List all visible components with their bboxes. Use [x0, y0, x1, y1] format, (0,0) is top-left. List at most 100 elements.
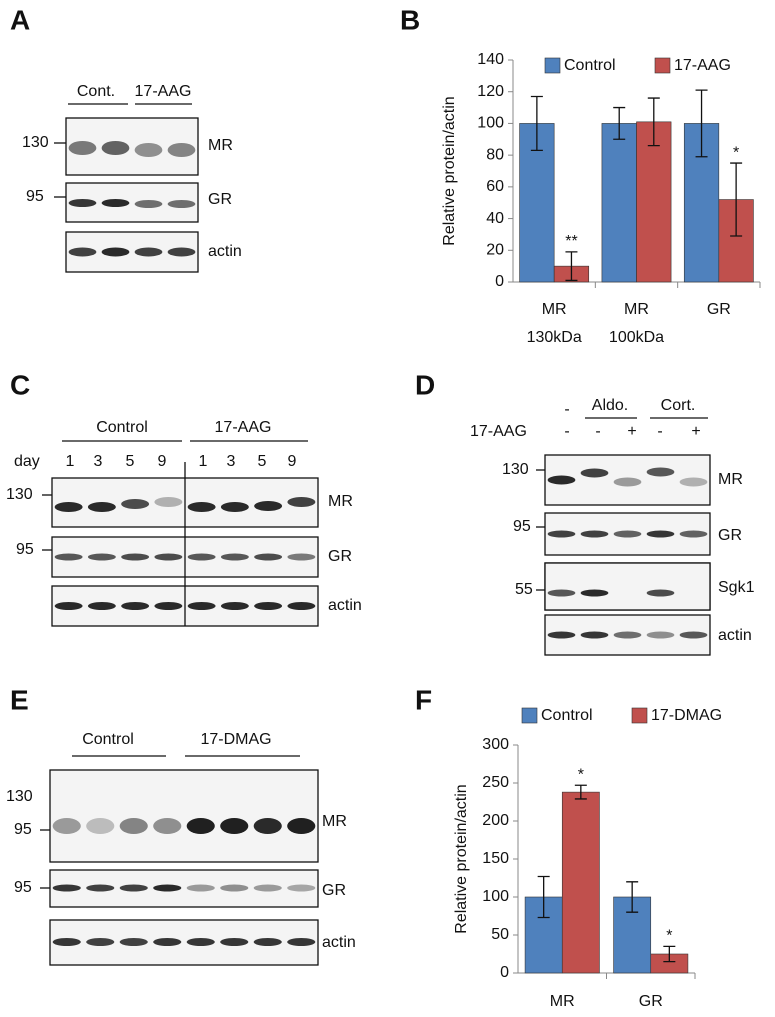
y-tick-label: 20 [486, 242, 504, 259]
blot-band [153, 938, 182, 946]
legend-label: 17-DMAG [651, 707, 722, 724]
blot-band [679, 530, 708, 538]
blot-band [119, 938, 148, 946]
x-tick-label: GR [639, 993, 663, 1010]
row-label: actin [718, 627, 752, 644]
blot-band [153, 884, 182, 892]
bar [601, 123, 637, 283]
blot-band [646, 631, 675, 639]
legend-swatch [521, 707, 538, 724]
blot-band [186, 938, 215, 946]
blot-band [121, 553, 150, 561]
blot-band [287, 553, 316, 561]
blot-band [580, 530, 609, 538]
y-tick-label: 100 [482, 888, 509, 905]
blot-band [254, 501, 283, 511]
error-bar [695, 89, 708, 158]
bar [561, 791, 600, 974]
panel-letter: F [415, 684, 432, 715]
row-label: MR [208, 137, 233, 154]
legend-label: Control [541, 707, 593, 724]
blot-band [220, 502, 249, 512]
blot-band [187, 502, 216, 512]
blot-band [154, 553, 183, 561]
blot-band [134, 200, 163, 208]
day-number: 1 [66, 453, 75, 470]
group-label: 17-AAG [135, 83, 192, 100]
group-label: Aldo. [592, 397, 628, 414]
y-tick-label: 120 [477, 83, 504, 100]
y-tick-label: 140 [477, 51, 504, 68]
y-tick-label: 60 [486, 178, 504, 195]
blot-band [679, 477, 708, 487]
size-marker: 130 [6, 486, 33, 503]
blot-band [54, 602, 83, 610]
blot-band [287, 497, 316, 507]
size-marker: 130 [22, 134, 49, 151]
sign: - [564, 401, 569, 418]
blot-band [580, 589, 609, 597]
blot-band [101, 247, 130, 257]
y-tick-label: 300 [482, 736, 509, 753]
blot-band [167, 143, 196, 157]
blot-band [153, 818, 182, 834]
blot-band [613, 477, 642, 487]
row-label: MR [322, 813, 347, 830]
day-number: 5 [258, 453, 267, 470]
error-bar [530, 95, 543, 152]
blot-band [68, 247, 97, 257]
blot-band [86, 938, 115, 946]
day-number: 3 [227, 453, 236, 470]
blot-band [646, 589, 675, 597]
y-tick-label: 250 [482, 774, 509, 791]
blot-band [254, 602, 283, 610]
blot-band [87, 502, 116, 512]
error-bar [626, 881, 639, 913]
group-label: Cort. [661, 397, 696, 414]
blot-band [86, 884, 115, 892]
blot-band [580, 468, 609, 478]
x-tick-label: GR [707, 301, 731, 318]
day-number: 9 [288, 453, 297, 470]
sign: - [564, 423, 569, 440]
error-bar [537, 875, 550, 919]
group-label: 17-DMAG [200, 731, 271, 748]
blot-band [167, 247, 196, 257]
size-marker: 95 [14, 879, 32, 896]
blot-band [119, 884, 148, 892]
panel-letter: B [400, 4, 420, 35]
row-label: GR [208, 191, 232, 208]
size-marker: 130 [502, 461, 529, 478]
sign: + [627, 423, 636, 440]
x-tick-label: MR 100kDa [609, 301, 664, 346]
legend-swatch [654, 57, 671, 74]
x-tick-label: MR [550, 993, 575, 1010]
sign: - [595, 423, 600, 440]
blot-band [613, 631, 642, 639]
blot-band [68, 141, 97, 155]
bar [636, 121, 672, 283]
size-marker: 55 [515, 581, 533, 598]
size-marker: 130 [6, 788, 33, 805]
row-label: MR [328, 493, 353, 510]
blot-band [187, 553, 216, 561]
blot-band [679, 631, 708, 639]
blot-frame [49, 769, 319, 863]
blot-band [54, 502, 83, 512]
y-tick-label: 100 [477, 115, 504, 132]
row-label: MR [718, 471, 743, 488]
blot-band [186, 818, 215, 834]
day-number: 5 [126, 453, 135, 470]
size-marker: 95 [26, 188, 44, 205]
size-marker: 95 [16, 541, 34, 558]
row-label: actin [322, 934, 356, 951]
error-bar [663, 945, 676, 963]
blot-band [253, 938, 282, 946]
significance: * [666, 928, 672, 945]
error-bar [565, 251, 578, 282]
day-number: 3 [94, 453, 103, 470]
blot-band [220, 818, 249, 834]
blot-band [220, 602, 249, 610]
blot-band [580, 631, 609, 639]
